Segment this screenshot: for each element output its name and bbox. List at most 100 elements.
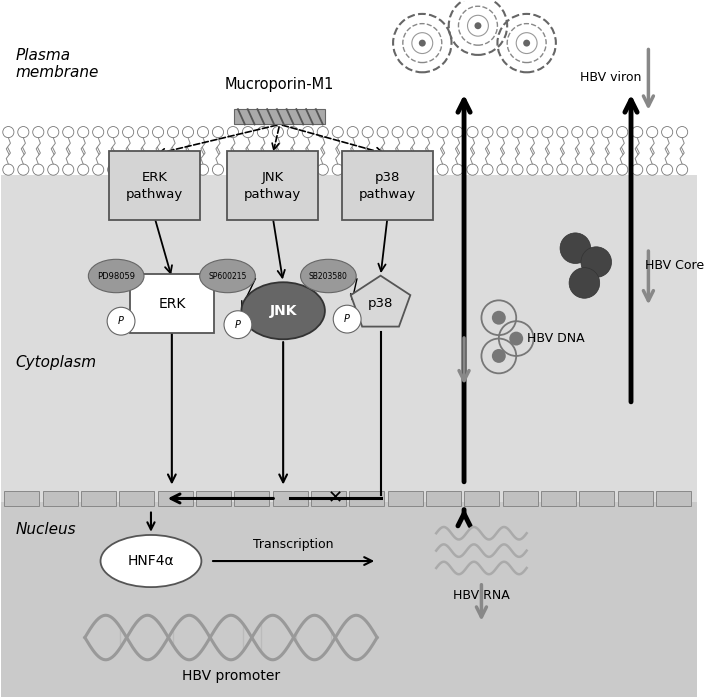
Circle shape [183, 126, 193, 138]
Circle shape [332, 164, 343, 175]
Polygon shape [351, 276, 410, 327]
Circle shape [213, 164, 223, 175]
Circle shape [347, 126, 358, 138]
Circle shape [422, 164, 433, 175]
Circle shape [647, 126, 658, 138]
Ellipse shape [88, 260, 144, 292]
Circle shape [168, 164, 178, 175]
Text: p38
pathway: p38 pathway [359, 170, 416, 200]
Bar [158, 491, 193, 506]
Text: HBV RNA: HBV RNA [453, 589, 510, 602]
Circle shape [509, 332, 523, 346]
Circle shape [48, 164, 59, 175]
Circle shape [586, 126, 598, 138]
Circle shape [198, 126, 208, 138]
Bar [541, 491, 576, 506]
Circle shape [572, 164, 583, 175]
Circle shape [48, 126, 59, 138]
Circle shape [272, 126, 284, 138]
Text: ERK
pathway: ERK pathway [126, 170, 183, 200]
Circle shape [557, 126, 568, 138]
Bar [234, 491, 269, 506]
Circle shape [33, 164, 44, 175]
Bar [273, 491, 308, 506]
Text: SP600215: SP600215 [208, 272, 247, 281]
Circle shape [523, 40, 530, 47]
Circle shape [527, 164, 538, 175]
Circle shape [482, 164, 493, 175]
Circle shape [3, 164, 14, 175]
Circle shape [616, 164, 628, 175]
Circle shape [542, 126, 553, 138]
Text: Cytoplasm: Cytoplasm [15, 355, 97, 371]
Circle shape [569, 267, 600, 298]
Text: ERK: ERK [158, 297, 185, 311]
Circle shape [377, 164, 388, 175]
Text: JNK
pathway: JNK pathway [244, 170, 301, 200]
Circle shape [581, 247, 611, 277]
Circle shape [287, 126, 299, 138]
Circle shape [137, 126, 149, 138]
Circle shape [107, 307, 135, 335]
Circle shape [467, 126, 478, 138]
Circle shape [317, 164, 329, 175]
Text: HBV viron: HBV viron [580, 71, 642, 84]
FancyBboxPatch shape [228, 151, 318, 221]
Text: Plasma
membrane: Plasma membrane [15, 47, 99, 80]
Text: SB203580: SB203580 [309, 272, 348, 281]
Circle shape [497, 126, 508, 138]
Circle shape [317, 126, 329, 138]
Circle shape [512, 126, 523, 138]
Circle shape [677, 126, 687, 138]
Circle shape [437, 126, 448, 138]
Circle shape [332, 126, 343, 138]
FancyBboxPatch shape [110, 151, 200, 221]
Text: P: P [118, 316, 124, 326]
Circle shape [77, 126, 89, 138]
Text: JNK: JNK [269, 304, 297, 318]
Bar [42, 491, 77, 506]
Text: p38: p38 [368, 297, 393, 311]
Circle shape [168, 126, 178, 138]
Circle shape [228, 126, 238, 138]
Circle shape [492, 311, 505, 325]
Bar [119, 491, 154, 506]
Circle shape [18, 126, 29, 138]
Circle shape [77, 164, 89, 175]
Circle shape [497, 164, 508, 175]
Ellipse shape [100, 535, 201, 587]
FancyBboxPatch shape [130, 274, 213, 334]
Circle shape [362, 126, 373, 138]
Ellipse shape [301, 260, 356, 292]
Text: P: P [344, 314, 350, 324]
Bar [311, 491, 346, 506]
Bar [196, 491, 231, 506]
Circle shape [224, 311, 252, 339]
Circle shape [616, 126, 628, 138]
Circle shape [122, 164, 134, 175]
Bar [656, 491, 691, 506]
Text: HBV promoter: HBV promoter [182, 669, 280, 683]
Text: HBV DNA: HBV DNA [527, 332, 584, 345]
Text: HNF4α: HNF4α [127, 554, 174, 568]
Text: P: P [235, 320, 241, 329]
Bar [426, 491, 461, 506]
Circle shape [392, 164, 403, 175]
Circle shape [137, 164, 149, 175]
Text: Mucroporin-M1: Mucroporin-M1 [225, 77, 334, 92]
Circle shape [475, 22, 481, 29]
Circle shape [198, 164, 208, 175]
Circle shape [557, 164, 568, 175]
Circle shape [437, 164, 448, 175]
Circle shape [677, 164, 687, 175]
Circle shape [601, 164, 613, 175]
Bar [579, 491, 614, 506]
Text: HBV Core: HBV Core [645, 259, 704, 272]
Circle shape [153, 126, 164, 138]
Circle shape [452, 126, 463, 138]
Circle shape [572, 126, 583, 138]
Text: Nucleus: Nucleus [15, 522, 76, 537]
Text: Transcription: Transcription [253, 537, 334, 551]
Circle shape [452, 164, 463, 175]
Ellipse shape [200, 260, 256, 292]
